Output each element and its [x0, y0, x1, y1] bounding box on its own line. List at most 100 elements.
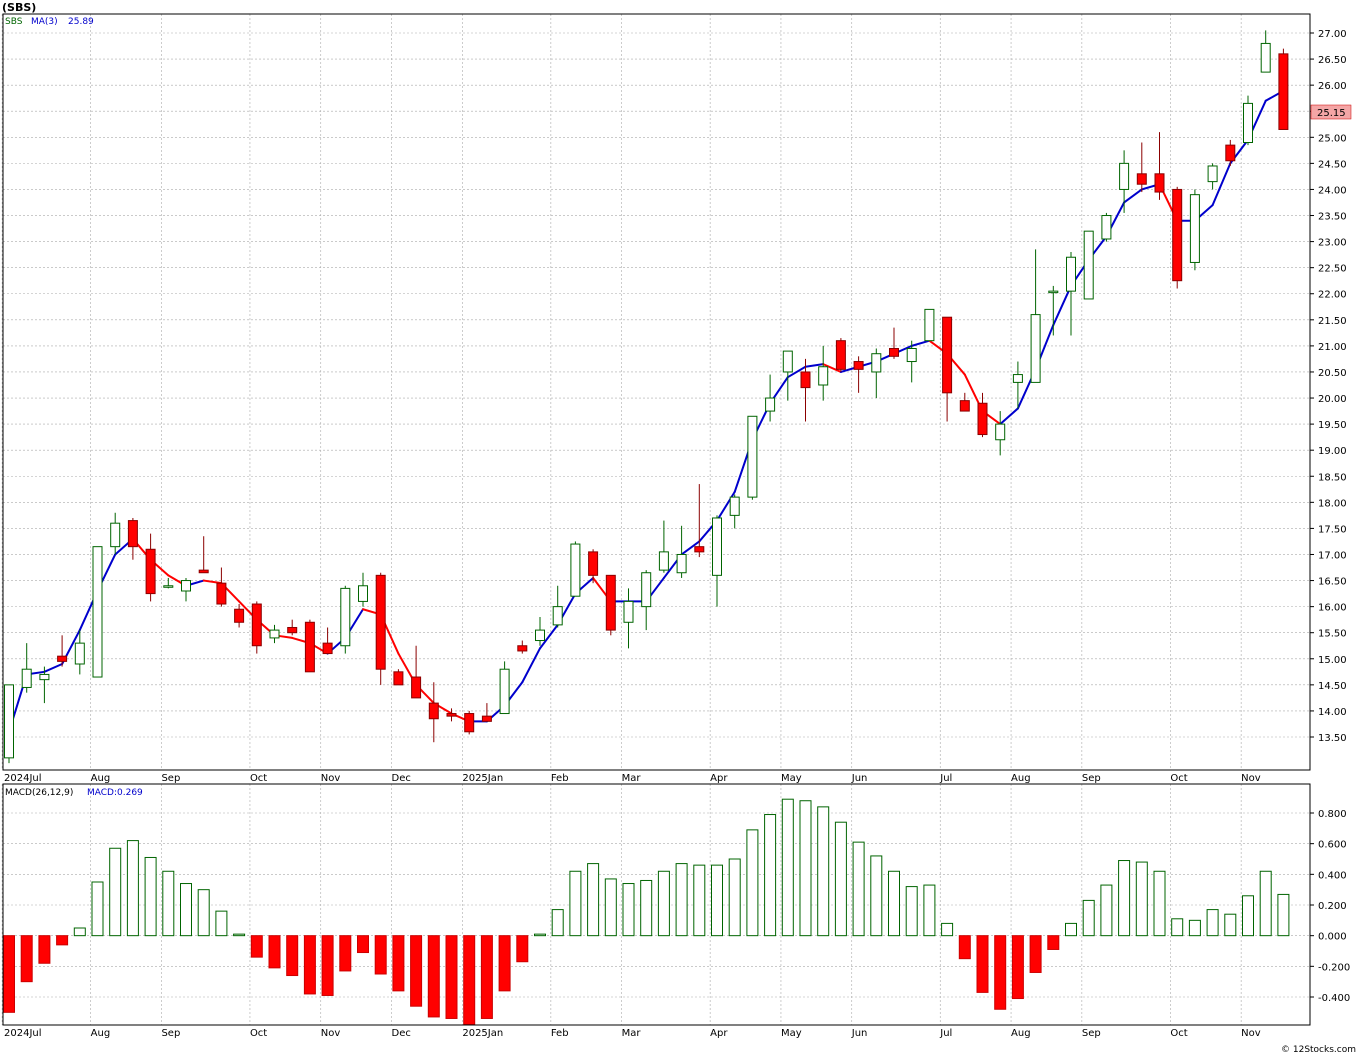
- price-tick-label: 17.00: [1318, 550, 1347, 561]
- month-label-price: Oct: [1170, 773, 1187, 784]
- candle: [4, 684, 14, 764]
- candle-body: [499, 668, 510, 715]
- month-label-macd: 2024Jul: [4, 1028, 42, 1039]
- macd-bar: [480, 935, 493, 1019]
- candle: [977, 392, 988, 438]
- candle: [1243, 95, 1253, 146]
- macd-bar: [268, 935, 281, 969]
- month-label-macd: Oct: [250, 1028, 267, 1039]
- candle-body: [535, 629, 545, 642]
- candle-body: [304, 621, 315, 673]
- candle: [1136, 142, 1147, 193]
- candle-body: [1278, 53, 1289, 130]
- macd-bar: [941, 922, 954, 937]
- macd-bar: [994, 935, 1007, 1010]
- macd-bar: [162, 870, 175, 937]
- candle-body: [198, 569, 209, 574]
- macd-bar: [958, 935, 971, 960]
- month-label-macd: Jun: [851, 1028, 868, 1039]
- ma3-segment: [786, 365, 807, 379]
- macd-bar: [1277, 893, 1290, 937]
- candle: [269, 624, 280, 644]
- month-label-price: Mar: [622, 773, 642, 784]
- candle: [924, 308, 935, 342]
- candle: [287, 619, 298, 636]
- candle-body: [1119, 162, 1130, 190]
- macd-bar: [197, 889, 210, 937]
- candle-body: [322, 642, 333, 655]
- candle: [835, 338, 846, 372]
- candle-body: [163, 585, 174, 588]
- macd-bar: [56, 935, 69, 946]
- macd-bar: [1224, 913, 1237, 937]
- legend-ma-value: 25.89: [68, 17, 94, 27]
- candle: [1048, 285, 1059, 336]
- macd-bar: [516, 935, 529, 963]
- macd-bar: [1153, 870, 1166, 937]
- month-label-macd: May: [781, 1028, 802, 1039]
- macd-bar: [976, 935, 989, 993]
- candle-body: [145, 548, 156, 595]
- chart-title: (SBS): [2, 1, 36, 14]
- macd-bar: [144, 856, 157, 937]
- macd-bar: [799, 800, 812, 937]
- price-tick-label: 13.50: [1318, 733, 1347, 744]
- price-tick-label: 16.50: [1318, 577, 1347, 588]
- candle-body: [1260, 42, 1271, 73]
- candle: [552, 585, 563, 628]
- candle-body: [1030, 314, 1041, 383]
- candle-body: [411, 676, 422, 699]
- month-label-price: Feb: [551, 773, 569, 784]
- candle: [1207, 163, 1218, 190]
- price-tick-label: 14.50: [1318, 681, 1347, 692]
- candle-body: [74, 642, 85, 665]
- macd-bar: [764, 814, 777, 937]
- price-tick-label: 25.00: [1318, 133, 1347, 144]
- candle-body: [1172, 188, 1183, 282]
- candle: [1119, 150, 1130, 213]
- candle-body: [800, 371, 811, 389]
- month-label-price: Dec: [392, 773, 411, 784]
- candle-body: [959, 400, 970, 412]
- month-label-macd: Jul: [939, 1028, 952, 1039]
- candle-body: [39, 673, 50, 681]
- candle: [74, 630, 85, 675]
- macd-bar: [781, 798, 794, 937]
- candle: [729, 494, 740, 529]
- month-label-price: 2024Jul: [4, 773, 42, 784]
- candle: [234, 604, 245, 628]
- macd-bar: [675, 863, 688, 937]
- legend-macd-label: MACD(26,12,9): [5, 788, 73, 798]
- candle-body: [1207, 165, 1218, 183]
- ma3-segment: [822, 363, 842, 373]
- macd-bar: [38, 935, 51, 964]
- candle: [765, 374, 776, 422]
- price-grid: [1, 14, 1310, 770]
- candle-body: [747, 415, 758, 498]
- macd-tick-label: -0.200: [1318, 962, 1350, 973]
- macd-bar: [20, 935, 33, 983]
- candle-body: [481, 715, 492, 722]
- candle-body: [765, 397, 776, 412]
- month-label-macd: Dec: [392, 1028, 411, 1039]
- price-tick-label: 17.50: [1318, 524, 1347, 535]
- candle-body: [658, 551, 669, 571]
- candle-body: [1066, 256, 1076, 292]
- legend-symbol: SBS: [5, 17, 23, 27]
- macd-bar: [1029, 935, 1042, 973]
- macd-bar: [923, 884, 936, 937]
- candle-body: [1048, 290, 1059, 294]
- candle: [340, 585, 351, 654]
- month-label-macd: 2025Jan: [462, 1028, 503, 1039]
- candle-body: [942, 316, 953, 394]
- month-label-macd: Oct: [1170, 1028, 1187, 1039]
- macd-bar: [427, 935, 440, 1018]
- month-label-price: Aug: [1011, 773, 1031, 784]
- macd-bar: [357, 935, 369, 954]
- candle: [322, 627, 333, 655]
- candle: [694, 484, 705, 558]
- price-tick-label: 15.50: [1318, 629, 1347, 640]
- macd-bar: [746, 829, 759, 937]
- price-tick-label: 18.00: [1318, 498, 1347, 509]
- candle: [1278, 48, 1289, 130]
